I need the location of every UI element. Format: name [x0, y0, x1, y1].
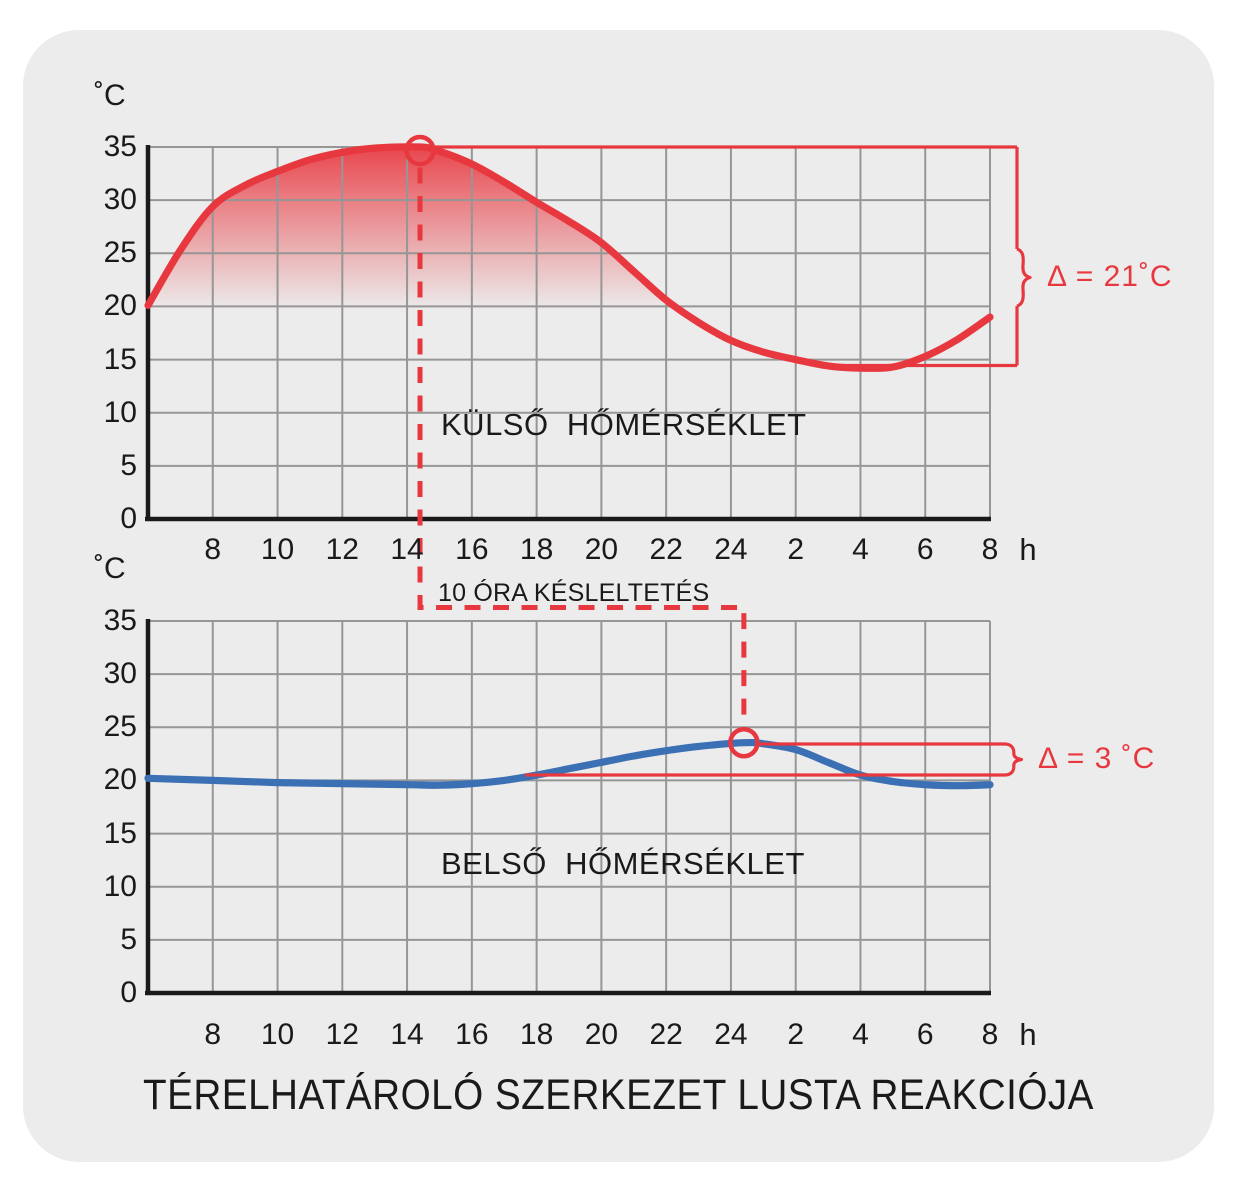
peak-marker-indoor: [728, 726, 760, 759]
x-tick-label: 6: [916, 1018, 934, 1051]
x-tick-label: 20: [584, 1018, 619, 1051]
delay-annotation-label: 10 ÓRA KÉSLELTETÉS: [438, 579, 710, 607]
x-tick-label: 8: [204, 1018, 222, 1051]
y-tick-label: 5: [120, 448, 137, 482]
outdoor-amplitude-label: Δ = 21˚C: [1047, 260, 1173, 293]
x-tick-label: 10: [260, 533, 295, 566]
outdoor-curve-label: KÜLSŐ HŐMÉRSÉKLET: [441, 407, 807, 442]
y-tick-label: 20: [103, 289, 137, 323]
x-tick-label: 24: [714, 533, 748, 566]
x-tick-label: 8: [204, 533, 222, 566]
indoor-temperature-curve: [144, 738, 994, 790]
delay-dashed-line: [417, 167, 747, 728]
x-tick-label: 18: [519, 1018, 554, 1051]
indoor-curve-label: BELSŐ HŐMÉRSÉKLET: [441, 846, 805, 881]
outdoor-area-gradient: [148, 146, 990, 520]
x-axis-unit-bottom: h: [1019, 1017, 1037, 1052]
x-tick-label: 14: [390, 533, 424, 566]
y-axis-unit-top: ˚C: [94, 79, 126, 112]
y-tick-label: 5: [120, 922, 137, 956]
x-tick-label: 12: [325, 533, 359, 566]
x-tick-label: 8: [981, 1018, 999, 1051]
amplitude-brace-indoor: [1005, 742, 1024, 777]
y-tick-label: 30: [103, 183, 137, 217]
x-tick-label: 2: [787, 533, 805, 566]
y-tick-label: 15: [103, 816, 137, 850]
indoor-amplitude-label: Δ = 3 ˚C: [1038, 742, 1156, 775]
x-tick-label: 20: [584, 533, 619, 566]
x-tick-label: 16: [455, 533, 489, 566]
y-tick-label: 10: [103, 395, 137, 429]
x-tick-label: 14: [390, 1018, 424, 1051]
x-tick-label: 4: [852, 533, 869, 566]
x-tick-label: 10: [260, 1018, 295, 1051]
y-tick-label: 10: [103, 869, 137, 903]
y-tick-label: 25: [103, 710, 137, 744]
x-tick-label: 8: [981, 533, 999, 566]
y-tick-label: 35: [103, 130, 137, 163]
x-tick-label: 12: [325, 1018, 359, 1051]
y-tick-label: 0: [120, 976, 137, 1009]
outdoor-temperature-curve: [144, 143, 994, 372]
x-tick-label: 6: [916, 533, 934, 566]
y-tick-label: 25: [103, 236, 137, 270]
y-tick-label: 0: [120, 502, 137, 535]
figure-title: TÉRELHATÁROLÓ SZERKEZET LUSTA REAKCIÓJA: [143, 1071, 1094, 1119]
x-tick-label: 18: [519, 533, 554, 566]
x-tick-label: 22: [649, 1018, 683, 1051]
x-tick-label: 22: [649, 533, 683, 566]
y-axis-unit-bottom: ˚C: [94, 552, 126, 585]
y-tick-label: 30: [103, 657, 137, 691]
x-tick-label: 16: [455, 1018, 489, 1051]
x-tick-label: 24: [714, 1018, 748, 1051]
y-tick-label: 15: [103, 342, 137, 376]
amplitude-brace-outdoor: [1016, 247, 1032, 308]
y-tick-label: 35: [103, 604, 137, 637]
x-axis-unit-top: h: [1019, 532, 1037, 567]
x-tick-label: 4: [852, 1018, 869, 1051]
peak-marker-outdoor: [404, 134, 436, 167]
x-tick-label: 2: [787, 1018, 805, 1051]
y-tick-label: 20: [103, 763, 137, 797]
